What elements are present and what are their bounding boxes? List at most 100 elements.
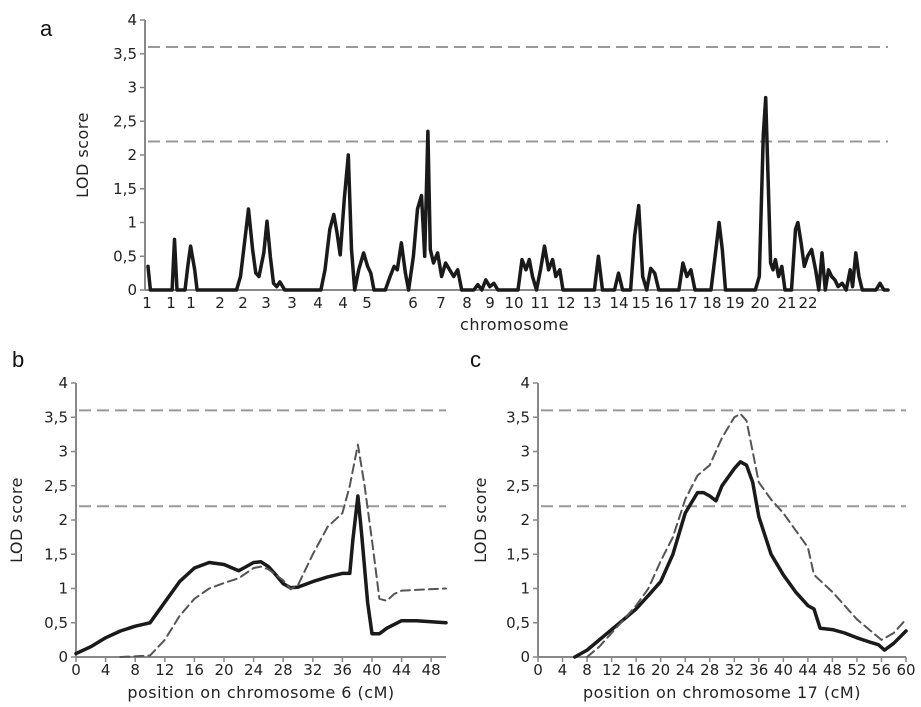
x-axis-label: position on chromosome 6 (cM)	[127, 683, 394, 702]
x-tick-label: 20	[214, 661, 233, 679]
x-tick-label: 24	[676, 661, 695, 679]
x-axis-label: position on chromosome 17 (cM)	[583, 683, 861, 702]
x-tick-label: 40	[362, 661, 381, 679]
y-tick-label: 2	[127, 146, 137, 164]
x-tick-label: 7	[436, 294, 446, 312]
x-tick-label: 1	[142, 294, 152, 312]
y-axis-label: LOD score	[7, 477, 26, 563]
y-tick-label: 2,5	[506, 477, 530, 495]
x-tick-label: 36	[749, 661, 768, 679]
x-tick-label: 1	[166, 294, 176, 312]
x-tick-label: 8	[462, 294, 472, 312]
panel-c: 00,511,522,533,540 4 8 12 16 20 24 28 32 36 40 44 48…	[471, 374, 916, 702]
x-tick-label: 32	[725, 661, 744, 679]
y-tick-label: 2	[58, 511, 68, 529]
y-tick-label: 3	[127, 79, 137, 97]
x-tick-label: 14	[609, 294, 628, 312]
x-tick-label: 22	[798, 294, 817, 312]
y-tick-label: 4	[58, 374, 68, 392]
y-tick-label: 1,5	[506, 545, 530, 563]
x-tick-label: 48	[422, 661, 441, 679]
x-axis-label: chromosome	[460, 315, 569, 334]
lod-series-solid	[74, 494, 448, 656]
y-tick-label: 3,5	[506, 408, 530, 426]
x-tick-label: 40	[774, 661, 793, 679]
y-tick-label: 0	[520, 648, 530, 666]
y-tick-label: 0	[127, 281, 137, 299]
x-tick-label: 11	[530, 294, 549, 312]
x-tick-label: 36	[333, 661, 352, 679]
x-tick-label: 9	[485, 294, 495, 312]
y-tick-label: 1,5	[113, 180, 137, 198]
x-tick-label: 10	[504, 294, 523, 312]
x-tick-label: 4	[558, 661, 568, 679]
panel-label-c: c	[470, 347, 481, 372]
y-tick-label: 2,5	[113, 112, 137, 130]
panel-label-a: a	[40, 16, 53, 41]
x-tick-label: 28	[274, 661, 293, 679]
x-tick-label: 6	[408, 294, 418, 312]
x-tick-label: 0	[533, 661, 543, 679]
y-tick-label: 1	[58, 580, 68, 598]
y-tick-label: 0	[58, 648, 68, 666]
x-tick-label: 4	[101, 661, 111, 679]
x-tick-label: 8	[130, 661, 140, 679]
x-tick-label: 60	[896, 661, 915, 679]
lod-series-solid	[573, 460, 908, 659]
panel-a: 00,511,522,533,541 1 1 2 2 3 3 4 4 5 6 7 8 9 10 11 12 13 1…	[73, 11, 890, 334]
x-tick-label: 4	[338, 294, 348, 312]
x-tick-label: 3	[261, 294, 271, 312]
x-tick-label: 4	[313, 294, 323, 312]
x-tick-label: 28	[700, 661, 719, 679]
y-tick-label: 4	[127, 11, 137, 29]
panel-label-b: b	[12, 347, 24, 372]
x-tick-label: 3	[287, 294, 297, 312]
x-tick-label: 18	[702, 294, 721, 312]
lod-series-dashed	[119, 443, 447, 658]
y-tick-label: 3	[520, 443, 530, 461]
x-tick-label: 44	[392, 661, 411, 679]
y-tick-label: 3,5	[44, 408, 68, 426]
y-axis-label: LOD score	[471, 477, 490, 563]
x-tick-label: 12	[602, 661, 621, 679]
x-tick-label: 19	[725, 294, 744, 312]
panel-b: 00,511,522,533,540 4 8 12 16 20 24 28 32 36 40 44 48…	[7, 374, 448, 702]
y-tick-label: 2	[520, 511, 530, 529]
y-tick-label: 4	[520, 374, 530, 392]
lod-series-solid	[146, 95, 890, 292]
y-tick-label: 0,5	[44, 614, 68, 632]
y-tick-label: 1	[127, 214, 137, 232]
y-tick-label: 2,5	[44, 477, 68, 495]
x-tick-label: 16	[627, 661, 646, 679]
y-tick-label: 0,5	[506, 614, 530, 632]
y-tick-label: 1	[520, 580, 530, 598]
x-tick-label: 48	[823, 661, 842, 679]
x-tick-label: 17	[678, 294, 697, 312]
x-tick-label: 20	[651, 661, 670, 679]
x-tick-label: 0	[71, 661, 81, 679]
x-tick-label: 16	[185, 661, 204, 679]
x-tick-label: 20	[750, 294, 769, 312]
x-tick-label: 52	[847, 661, 866, 679]
x-tick-label: 13	[582, 294, 601, 312]
x-tick-label: 1	[186, 294, 196, 312]
x-tick-label: 12	[155, 661, 174, 679]
x-tick-label: 32	[303, 661, 322, 679]
y-tick-label: 3,5	[113, 45, 137, 63]
x-tick-label: 24	[244, 661, 263, 679]
y-tick-label: 0,5	[113, 247, 137, 265]
x-tick-label: 12	[556, 294, 575, 312]
x-tick-label: 8	[582, 661, 592, 679]
x-tick-label: 56	[872, 661, 891, 679]
y-tick-label: 1,5	[44, 545, 68, 563]
y-tick-label: 3	[58, 443, 68, 461]
x-tick-label: 21	[777, 294, 796, 312]
x-tick-label: 2	[238, 294, 248, 312]
x-tick-label: 44	[798, 661, 817, 679]
x-tick-label: 15	[631, 294, 650, 312]
lod-series-dashed	[586, 412, 907, 658]
x-tick-label: 16	[654, 294, 673, 312]
x-tick-label: 5	[362, 294, 372, 312]
x-tick-label: 2	[215, 294, 225, 312]
y-axis-label: LOD score	[73, 112, 92, 198]
